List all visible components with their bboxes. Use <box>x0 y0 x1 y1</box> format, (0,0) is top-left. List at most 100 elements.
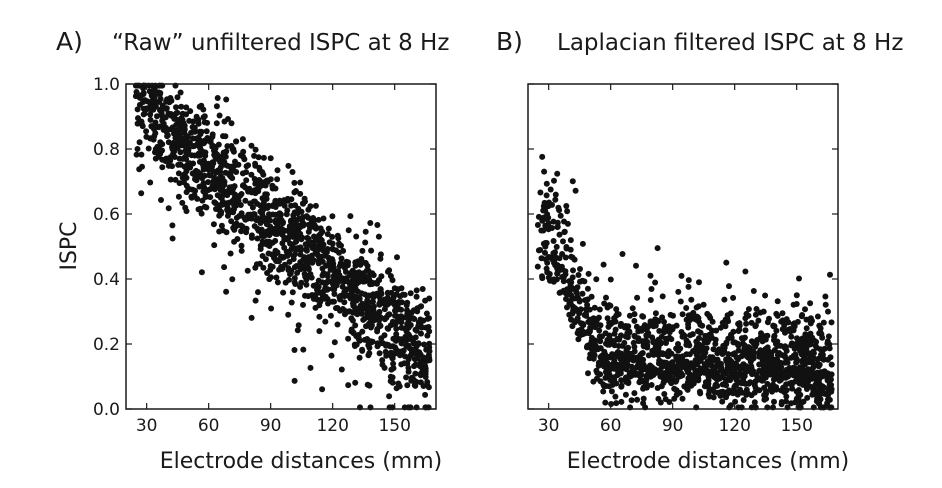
panel-a-data-point <box>267 176 274 183</box>
panel-a-data-point <box>381 306 388 313</box>
panel-a-data-point <box>393 313 400 319</box>
panel-a-data-point <box>411 356 418 363</box>
panel-a-data-point <box>233 161 239 168</box>
panel-b-data-point <box>635 362 641 368</box>
panel-b-data-point <box>625 323 632 330</box>
panel-b-data-point <box>635 372 642 378</box>
panel-b-data-point <box>539 153 546 160</box>
panel-a-data-point <box>386 297 393 304</box>
panel-a-data-point <box>263 228 270 235</box>
panel-a-data-point <box>412 361 419 368</box>
panel-a-data-point <box>221 264 228 271</box>
panel-b-data-point <box>590 378 597 385</box>
panel-a-y-tick-label: 0.4 <box>93 270 120 290</box>
panel-b-data-point <box>797 391 804 398</box>
panel-a-y-tick-label: 0.0 <box>93 400 120 420</box>
panel-a-plot-frame <box>125 83 437 410</box>
panel-a-data-point <box>187 164 194 171</box>
panel-b-data-point <box>803 325 810 332</box>
panel-b-data-point <box>545 220 552 227</box>
panel-b-data-point <box>639 313 646 320</box>
panel-a-data-point <box>138 190 145 197</box>
panel-a-data-point <box>404 382 411 389</box>
panel-a-data-point <box>233 138 240 145</box>
panel-a-data-point <box>234 236 241 242</box>
panel-b-data-point <box>647 272 654 279</box>
panel-b-data-point <box>569 178 576 185</box>
panel-a-data-point <box>167 176 174 183</box>
panel-a-data-point <box>177 149 184 156</box>
panel-b-data-point <box>631 332 638 339</box>
panel-a-data-point <box>362 304 369 311</box>
panel-b-data-point <box>687 317 693 323</box>
panel-b-data-point <box>696 388 703 395</box>
panel-b-data-point <box>757 309 764 316</box>
panel-b-data-point <box>572 187 579 194</box>
panel-a-data-point <box>338 255 345 262</box>
panel-b-data-point <box>624 357 631 364</box>
panel-a-data-point <box>352 293 359 300</box>
panel-a-data-point <box>251 152 258 159</box>
panel-a-data-point <box>365 342 372 349</box>
panel-b-data-point <box>619 360 626 367</box>
panel-b-data-point <box>583 344 590 351</box>
panel-a-data-point <box>223 96 230 103</box>
panel-b-data-point <box>805 335 812 342</box>
panel-a-data-point <box>165 139 172 146</box>
panel-a-data-point <box>175 193 182 200</box>
panel-a-data-point <box>289 225 296 232</box>
panel-b-data-point <box>560 238 566 245</box>
panel-b-data-point <box>657 340 664 347</box>
panel-b-data-point <box>662 396 669 403</box>
panel-b-data-point <box>770 371 777 377</box>
panel-b-data-point <box>576 298 583 305</box>
panel-b-data-point <box>773 358 780 365</box>
panel-a-data-point <box>418 330 424 337</box>
panel-b-data-point <box>787 328 794 335</box>
panel-b-data-point <box>667 370 674 377</box>
panel-a-data-point <box>425 384 432 391</box>
panel-a-data-point <box>322 318 329 325</box>
panel-a-data-point <box>305 254 312 261</box>
panel-a-data-point <box>228 184 235 191</box>
panel-a-data-point <box>242 197 249 204</box>
panel-a-data-point <box>248 314 255 321</box>
panel-a-data-point <box>337 292 344 299</box>
panel-a-data-point <box>254 215 261 222</box>
panel-b-data-point <box>826 396 833 403</box>
panel-a-data-point <box>140 105 147 112</box>
panel-a-data-point <box>413 351 420 358</box>
panel-b-data-point <box>773 310 780 317</box>
panel-b-data-point <box>541 199 548 206</box>
panel-a-data-point <box>350 280 357 287</box>
panel-a: A) “Raw” unfiltered ISPC at 8 Hz ISPC El… <box>56 27 449 474</box>
panel-b-data-point <box>705 324 712 331</box>
panel-b-data-point <box>819 370 826 377</box>
panel-a-data-point <box>272 204 279 210</box>
panel-a-data-point <box>176 126 183 133</box>
panel-b-data-point <box>584 285 591 292</box>
panel-a-data-point <box>159 102 166 109</box>
panel-a-data-point <box>257 246 264 252</box>
panel-b-data-point <box>733 364 740 371</box>
panel-b-data-point <box>733 377 740 384</box>
panel-b-data-point <box>607 321 614 328</box>
panel-b-data-point <box>607 276 614 283</box>
panel-b-data-point <box>762 346 769 352</box>
panel-a-data-point <box>410 307 417 314</box>
panel-b-data-point <box>797 339 804 346</box>
panel-b-data-point <box>695 375 702 382</box>
panel-b-data-point <box>819 351 826 358</box>
panel-a-data-point <box>199 140 206 147</box>
panel-a-data-point <box>147 116 154 123</box>
panel-b-data-point <box>692 357 699 363</box>
panel-a-data-point <box>188 194 195 201</box>
panel-a-data-point <box>322 271 329 278</box>
panel-a-data-point <box>174 117 181 123</box>
panel-a-data-point <box>152 119 159 126</box>
panel-b-data-point <box>625 344 632 351</box>
panel-a-data-point <box>252 264 259 271</box>
panel-b-data-point <box>824 377 831 384</box>
panel-a-data-point <box>377 255 384 262</box>
panel-a-data-point <box>336 240 342 247</box>
